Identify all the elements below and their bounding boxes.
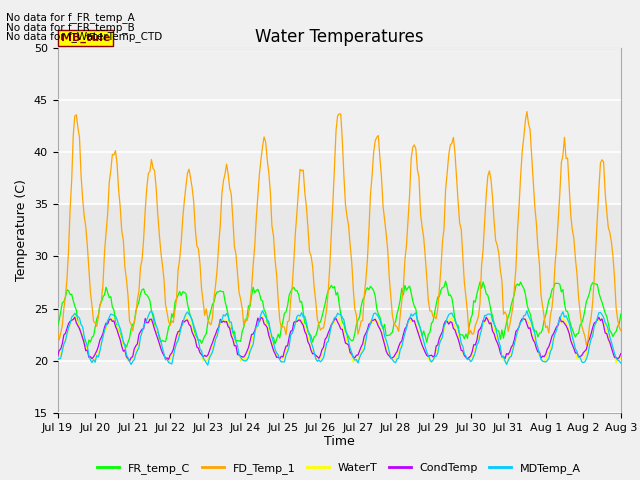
Title: Water Temperatures: Water Temperatures xyxy=(255,28,424,47)
Y-axis label: Temperature (C): Temperature (C) xyxy=(15,180,28,281)
Bar xyxy=(58,204,621,360)
X-axis label: Time: Time xyxy=(324,435,355,448)
Legend: FR_temp_C, FD_Temp_1, WaterT, CondTemp, MDTemp_A: FR_temp_C, FD_Temp_1, WaterT, CondTemp, … xyxy=(93,458,586,478)
Text: MB_tule: MB_tule xyxy=(61,33,110,43)
Text: No data for f_FR_temp_A: No data for f_FR_temp_A xyxy=(6,12,135,23)
Text: No data for f_WaterTemp_CTD: No data for f_WaterTemp_CTD xyxy=(6,31,163,42)
Text: No data for f_FR_temp_B: No data for f_FR_temp_B xyxy=(6,22,135,33)
